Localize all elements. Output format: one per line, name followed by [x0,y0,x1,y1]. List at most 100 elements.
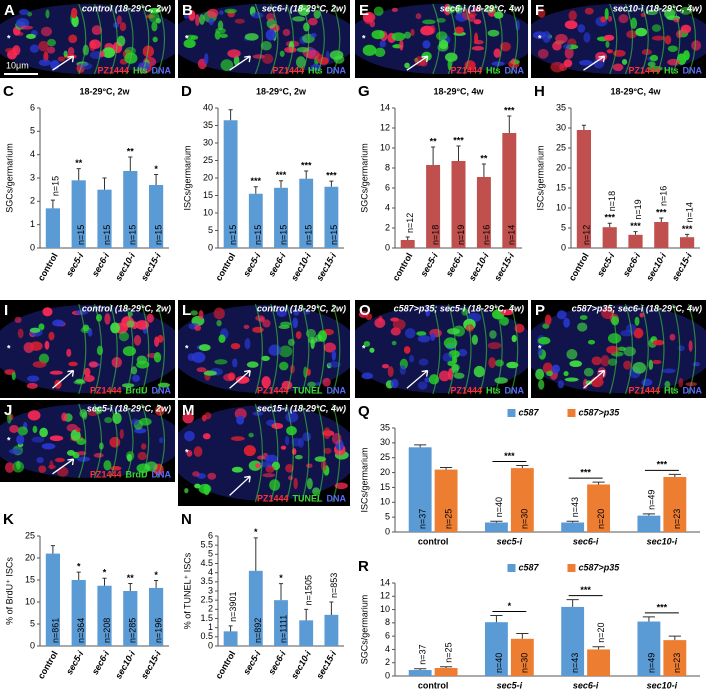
hts-fiber [640,303,649,395]
cell-blob [551,364,561,374]
cell-blob [323,342,336,353]
bar [400,240,415,248]
y-tick-label: 4.5 [200,558,213,568]
cell-blob [8,448,22,455]
cell-blob [135,320,150,330]
cell-blob [104,416,113,424]
bar [149,185,164,248]
cell-blob [487,342,502,350]
error-bar [490,520,503,523]
y-tick-label: 15 [380,482,390,492]
cell-blob [219,33,228,39]
hts-fiber [510,303,519,395]
cell-blob [474,32,479,45]
significance: ** [127,573,135,583]
channel-label: DNA [327,385,347,395]
y-tick-label: 0 [208,242,213,252]
hts-fiber [109,403,118,479]
cell-blob [633,327,644,339]
cell-blob [39,427,48,438]
cell-blob [334,482,348,490]
x-tick-label: sec6-i [90,649,112,677]
cell-blob [291,448,297,455]
hts-fiber [270,403,279,503]
x-tick-label: sec5-i [497,680,523,690]
channel-label: PZ1444 [628,65,660,75]
y-tick-label: 0 [385,526,390,536]
cell-blob [649,54,659,62]
panel-title: sec10-i (18-29°C, 4w) [613,3,702,13]
cell-blob [46,38,57,47]
panel-title: control (18-29°C, 2w) [82,303,171,313]
bar [274,187,288,248]
cell-blob [76,451,87,456]
cell-blob [280,445,287,450]
y-tick-label: 2 [385,657,390,667]
cell-blob [577,24,586,33]
y-tick-label: 10 [380,142,390,152]
panel-letter: M [182,402,195,419]
bar [663,477,687,532]
cell-blob [564,46,574,59]
marker: * [7,343,11,353]
cell-blob [308,17,318,26]
cell-blob [652,359,662,365]
hts-fiber [156,303,166,395]
cell-blob [48,464,56,469]
cell-blob [137,451,147,461]
cell-blob [122,346,137,357]
arrow [406,369,429,389]
cell-blob [453,372,465,379]
channel-label: PZ1444 [450,385,482,395]
cell-blob [144,461,158,472]
cell-blob [538,379,545,390]
cell-blob [213,307,225,320]
panel-letter: K [3,511,14,528]
cell-blob [66,348,72,357]
channel-label: Hts [133,65,148,75]
significance: ** [430,136,438,146]
cell-blob [563,371,569,377]
cell-blob [645,9,658,16]
y-tick-label: 8 [385,162,390,172]
cell-blob [233,55,240,66]
x-tick-label: control [391,251,415,282]
cell-blob [293,308,300,316]
cell-blob [12,461,25,473]
channel-label: DNA [505,385,525,395]
cell-blob [183,39,196,49]
cell-blob [255,463,261,469]
cell-blob [252,54,265,59]
cell-blob [455,4,463,15]
cell-blob [506,361,519,369]
x-tick-label: sec10-i [289,251,313,283]
cell-blob [276,308,287,318]
y-tick-label: 4 [385,644,390,654]
error-bar [154,579,159,588]
cell-blob [555,33,568,44]
cell-blob [410,28,415,37]
cell-blob [678,377,684,388]
cell-blob [579,59,593,66]
cell-blob [218,334,226,343]
y-tick-label: 30 [380,437,390,447]
cell-blob [208,18,214,26]
cell-blob [4,462,15,473]
cell-blob [14,316,22,324]
cell-blob [293,477,298,490]
cell-blob [630,17,638,29]
marker: * [7,33,11,43]
panel-title: sec5-i (18-29°C, 2w) [87,403,171,413]
y-tick-label: 0 [30,640,35,650]
n-label: n=15 [102,225,112,245]
bar [434,469,458,532]
channel-label: DNA [683,385,703,395]
cell-blob [256,455,266,460]
cell-blob [252,326,264,333]
n-label: n=25 [443,642,453,662]
cell-blob [673,17,680,23]
hts-fiber [624,3,634,75]
error-bar [581,124,586,130]
cell-blob [68,34,78,44]
cell-blob [88,361,98,368]
